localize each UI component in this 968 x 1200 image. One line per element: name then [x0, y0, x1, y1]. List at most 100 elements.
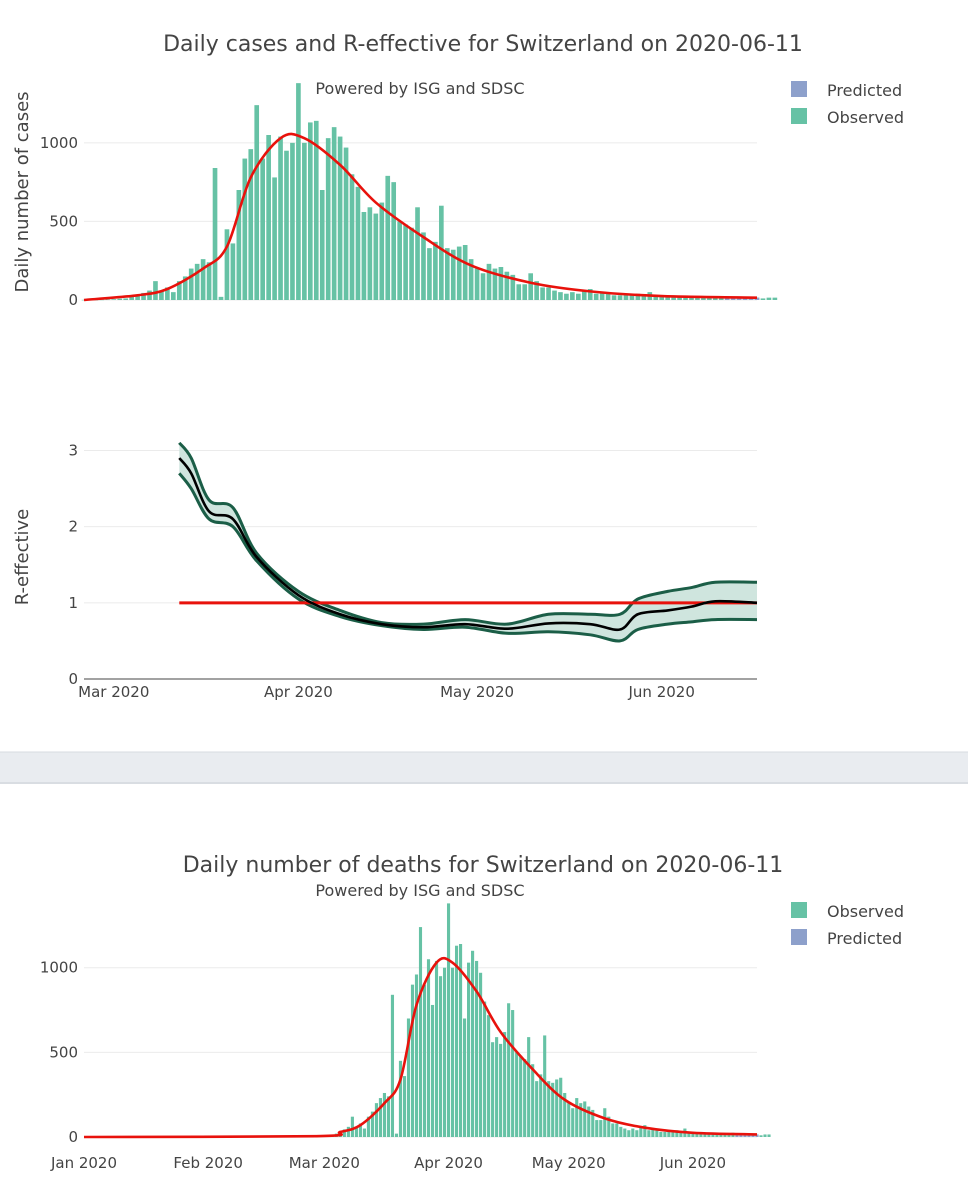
observed-bar [272, 177, 277, 300]
observed-bar [695, 297, 700, 300]
legend-observed-swatch[interactable] [791, 108, 807, 124]
observed-bar [99, 299, 105, 301]
observed-bar [433, 241, 438, 300]
observed-bar [346, 1126, 350, 1137]
bottom-figure: Daily number of deaths for Switzerland o… [40, 853, 904, 1172]
legend-predicted-label[interactable]: Predicted [827, 81, 902, 100]
predicted-bar [751, 1135, 755, 1137]
observed-bar [531, 1064, 535, 1137]
r-x-tick-label: Jun 2020 [628, 683, 695, 701]
observed-bar [426, 959, 431, 1137]
observed-bar [434, 960, 439, 1137]
observed-bar [421, 232, 426, 300]
cases-y-ticks: 0 500 1000 [40, 134, 78, 309]
observed-bar [547, 1081, 551, 1137]
observed-bar [337, 136, 343, 300]
observed-bar [480, 273, 486, 300]
legend-predicted-swatch[interactable] [791, 81, 807, 97]
observed-bar [701, 296, 706, 300]
observed-bar [503, 1032, 507, 1137]
observed-bar [715, 1134, 719, 1137]
observed-bar [495, 1037, 499, 1137]
r-lower-bound-line [178, 472, 758, 643]
observed-bar [605, 293, 611, 300]
observed-bar [607, 1116, 611, 1137]
observed-bar [623, 294, 629, 300]
observed-bar [499, 1043, 503, 1137]
observed-bar [147, 290, 152, 300]
observed-bar [129, 296, 134, 300]
r-x-tick-label: May 2020 [440, 683, 514, 701]
observed-bar [719, 1133, 723, 1137]
observed-bar [385, 175, 391, 300]
observed-bar [398, 1060, 403, 1137]
predicted-bar [724, 298, 730, 300]
observed-bar [188, 268, 194, 300]
observed-bar [653, 295, 659, 300]
observed-bar [655, 1130, 659, 1137]
r-y-tick-label: 0 [68, 670, 78, 688]
observed-bar [406, 1018, 411, 1137]
observed-bar [313, 120, 319, 300]
observed-bar [571, 1108, 575, 1137]
observed-bar [296, 83, 301, 301]
observed-bar [141, 292, 146, 300]
r-gridlines [84, 449, 757, 680]
observed-bar [689, 297, 694, 300]
observed-bar [665, 296, 670, 300]
observed-bar [200, 259, 206, 300]
r-y-tick-label: 2 [68, 518, 78, 536]
observed-bar [522, 284, 528, 300]
observed-bar [667, 1131, 671, 1137]
observed-bar [370, 1111, 374, 1137]
observed-bar [284, 150, 289, 300]
observed-bar [403, 224, 408, 300]
predicted-bar [735, 1135, 739, 1137]
deaths-x-tick-label: Mar 2020 [289, 1154, 360, 1172]
observed-bar [647, 1130, 651, 1137]
observed-bar [366, 1116, 370, 1137]
observed-bar [635, 293, 641, 300]
r-x-tick-label: Mar 2020 [78, 683, 149, 701]
deaths-x-ticks: Jan 2020 Feb 2020 Mar 2020 Apr 2020 May 2020… [50, 1154, 726, 1172]
observed-bar [450, 967, 455, 1137]
legend-predicted-swatch-bottom[interactable] [791, 929, 807, 945]
deaths-y-ticks: 0 500 1000 [40, 959, 78, 1146]
observed-bar [135, 295, 140, 300]
observed-bar [468, 259, 474, 300]
observed-bar [331, 127, 337, 301]
observed-bar [358, 1123, 362, 1137]
observed-bar [290, 142, 295, 300]
observed-bar [570, 292, 575, 300]
observed-bar [230, 243, 236, 300]
observed-bar [627, 1130, 631, 1137]
deaths-x-tick-label: Jan 2020 [50, 1154, 117, 1172]
legend-observed-label-bottom[interactable]: Observed [827, 902, 904, 921]
observed-bar [475, 960, 479, 1137]
predicted-bar [743, 1134, 747, 1137]
observed-bar [766, 297, 772, 300]
observed-bar [81, 299, 87, 301]
observed-bar [474, 268, 480, 300]
deaths-y-tick-label: 500 [49, 1043, 78, 1061]
observed-bar [153, 281, 158, 300]
observed-bar [422, 984, 427, 1137]
deaths-x-tick-label: Jun 2020 [659, 1154, 726, 1172]
legend-observed-swatch-bottom[interactable] [791, 902, 807, 918]
observed-bar [319, 190, 325, 300]
observed-bar [379, 202, 385, 300]
observed-bar [727, 1134, 731, 1137]
legend-predicted-label-bottom[interactable]: Predicted [827, 929, 902, 948]
observed-bar [510, 274, 516, 300]
observed-bar [159, 290, 164, 300]
observed-bar [707, 1133, 711, 1137]
observed-bar [278, 136, 283, 300]
observed-bar [567, 1103, 571, 1137]
observed-bar [492, 268, 498, 300]
observed-bar [491, 1042, 495, 1137]
observed-bar [342, 1129, 346, 1137]
legend-observed-label[interactable]: Observed [827, 108, 904, 127]
observed-bar [555, 1079, 559, 1137]
deaths-x-tick-label: May 2020 [532, 1154, 606, 1172]
observed-bar [671, 1131, 675, 1137]
